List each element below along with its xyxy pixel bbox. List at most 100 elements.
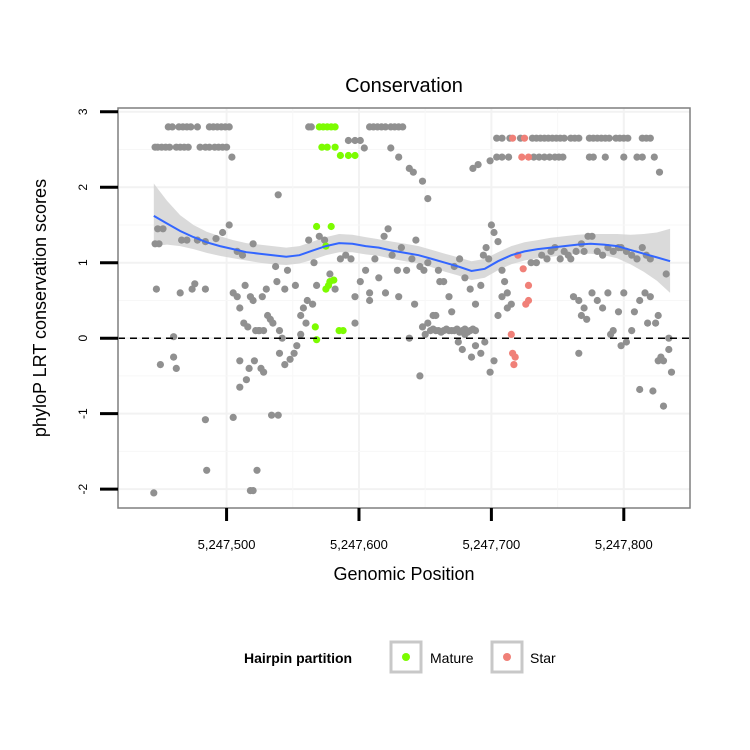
- data-point: [633, 153, 641, 161]
- x-tick-label: 5,247,600: [330, 537, 388, 552]
- data-point-star: [508, 134, 517, 142]
- data-point: [601, 153, 609, 161]
- data-point: [532, 259, 541, 267]
- data-point-mature: [323, 143, 331, 151]
- data-point: [494, 311, 502, 320]
- data-point: [655, 168, 664, 176]
- data-point: [445, 293, 453, 301]
- data-point: [665, 334, 673, 342]
- data-point: [336, 255, 344, 263]
- data-point: [286, 355, 294, 363]
- data-point: [654, 311, 662, 320]
- data-point: [654, 357, 662, 365]
- data-point: [258, 293, 266, 301]
- y-tick-label: -1: [76, 408, 90, 419]
- data-point: [575, 296, 583, 305]
- legend-key-mature-box: [389, 640, 423, 674]
- data-point: [242, 376, 250, 384]
- data-point-star: [518, 153, 526, 161]
- data-point: [466, 285, 474, 293]
- data-point: [278, 334, 286, 342]
- data-point: [620, 289, 628, 297]
- data-point: [589, 153, 597, 161]
- data-point: [403, 266, 411, 274]
- y-axis-ticks: -2 -1 0 1 2 3: [76, 108, 118, 494]
- data-point: [268, 411, 276, 419]
- data-point: [225, 123, 233, 131]
- data-point: [236, 304, 244, 312]
- data-point: [498, 153, 506, 161]
- data-point: [166, 143, 174, 151]
- data-points: [150, 123, 676, 497]
- data-point: [474, 161, 482, 169]
- grid-lines: [118, 108, 690, 508]
- data-point: [201, 285, 209, 293]
- data-point: [395, 153, 403, 161]
- data-point: [593, 296, 601, 305]
- data-point: [228, 153, 236, 161]
- data-point: [481, 338, 489, 346]
- data-point: [245, 364, 253, 372]
- plot-panel-border: [117, 107, 691, 509]
- data-point: [638, 244, 646, 252]
- data-point: [493, 153, 501, 161]
- data-point: [636, 385, 644, 394]
- confidence-ribbon: [153, 183, 671, 293]
- data-point-star: [511, 353, 519, 361]
- data-point: [342, 251, 350, 259]
- data-point: [434, 266, 442, 274]
- data-point: [490, 357, 498, 365]
- data-point: [418, 323, 427, 331]
- data-point: [665, 345, 673, 354]
- data-point: [569, 293, 578, 301]
- data-point: [155, 240, 163, 248]
- data-point: [418, 177, 427, 185]
- data-point: [262, 285, 270, 293]
- data-point: [321, 236, 329, 244]
- data-point: [388, 251, 396, 259]
- data-point-star: [524, 153, 533, 161]
- y-tick-label: 3: [76, 108, 90, 115]
- data-point: [593, 247, 601, 255]
- data-point: [416, 372, 424, 380]
- data-point: [567, 255, 575, 263]
- data-point: [471, 342, 480, 350]
- data-point: [191, 280, 199, 288]
- y-tick-label: -2: [76, 483, 90, 494]
- data-point: [580, 247, 588, 255]
- data-point: [617, 342, 625, 350]
- data-point: [486, 157, 494, 165]
- data-point: [196, 143, 204, 151]
- data-point: [546, 153, 554, 161]
- data-point: [366, 289, 374, 297]
- data-point: [503, 289, 511, 297]
- data-point: [424, 259, 432, 267]
- data-point: [291, 281, 299, 289]
- data-point: [375, 274, 383, 282]
- data-point: [303, 296, 311, 305]
- data-point: [411, 300, 419, 308]
- data-point: [540, 153, 549, 161]
- legend-key-star: [503, 653, 511, 661]
- data-point: [253, 466, 261, 474]
- smooth-trend: [153, 215, 671, 273]
- data-point: [599, 251, 607, 259]
- data-point: [275, 327, 284, 335]
- data-point-mature: [313, 222, 321, 231]
- data-point: [636, 296, 644, 305]
- x-tick-label: 5,247,500: [198, 537, 256, 552]
- data-point: [168, 123, 176, 131]
- data-point: [505, 153, 513, 161]
- data-point: [326, 270, 334, 278]
- data-point: [604, 289, 612, 297]
- data-point: [310, 259, 318, 267]
- data-point: [477, 349, 485, 357]
- data-point: [580, 304, 588, 312]
- data-point: [424, 319, 432, 327]
- data-point: [281, 361, 289, 369]
- legend: Hairpin partition Mature Star: [244, 640, 556, 674]
- data-point: [371, 255, 379, 263]
- data-point: [380, 232, 388, 240]
- data-point: [250, 357, 258, 365]
- x-tick-label: 5,247,700: [462, 537, 520, 552]
